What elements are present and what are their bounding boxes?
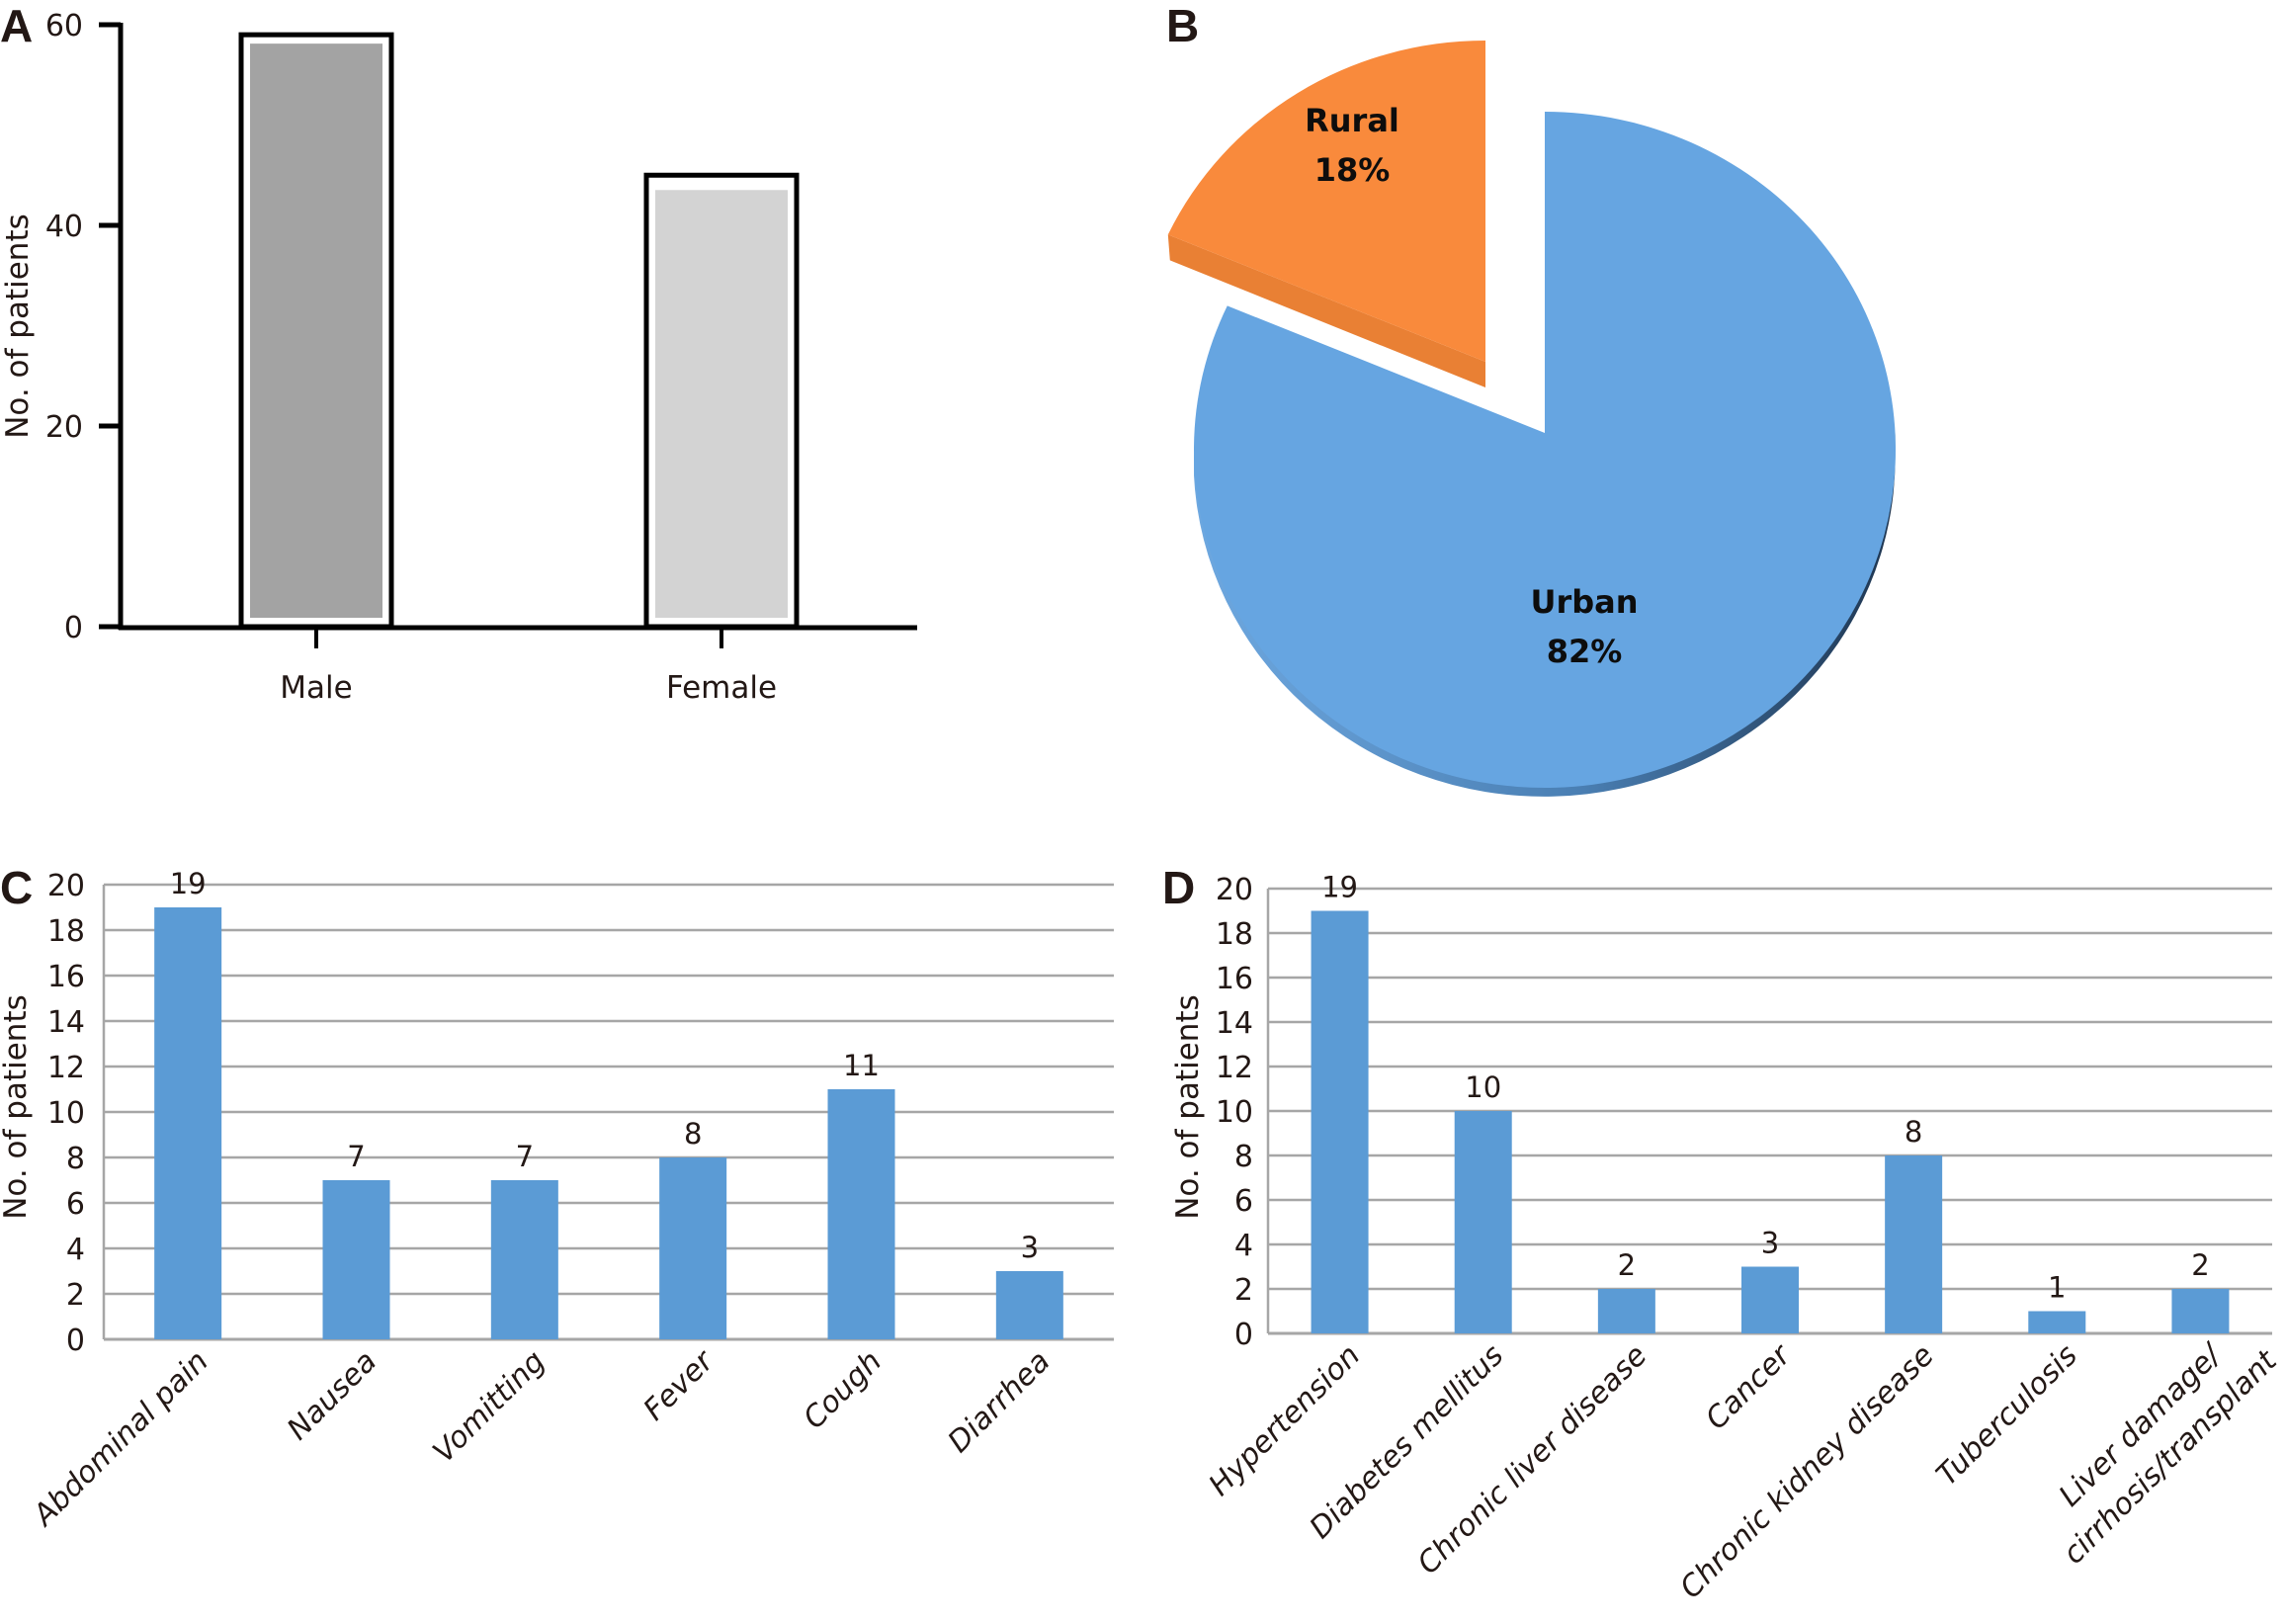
- data-label: 7: [516, 1140, 534, 1173]
- bar-fill: [250, 43, 382, 618]
- data-label: 1: [2048, 1271, 2066, 1305]
- data-label: 19: [170, 867, 207, 900]
- bar: [1311, 910, 1369, 1333]
- pie-label-urban-value: 82%: [1547, 633, 1623, 670]
- data-label: 11: [843, 1049, 880, 1082]
- x-tick-label: Female: [666, 670, 777, 706]
- pie-slice-urban: [1193, 112, 1896, 788]
- pie-label-rural-value: 18%: [1314, 151, 1391, 189]
- pie-slice-rural: [1167, 41, 1485, 362]
- x-tick-label: Chronic kidney disease: [1673, 1338, 1940, 1605]
- y-tick-label: 14: [1216, 1006, 1253, 1041]
- bar: [1885, 1155, 1943, 1333]
- panel-label-c: C: [0, 862, 33, 913]
- bar: [995, 1271, 1063, 1339]
- y-tick-label: 6: [1234, 1184, 1253, 1219]
- y-tick-label: 18: [47, 914, 85, 949]
- x-tick-label-line: Cancer: [1699, 1337, 1799, 1437]
- y-tick-label: 20: [47, 869, 85, 903]
- y-tick-label: 0: [66, 1324, 85, 1358]
- bar: [490, 1180, 558, 1339]
- bar: [322, 1180, 390, 1339]
- x-tick-label-line: Chronic kidney disease: [1673, 1338, 1940, 1605]
- x-tick-label-line: Diarrhea: [942, 1344, 1058, 1460]
- y-tick-label: 20: [45, 410, 83, 445]
- y-tick-label: 14: [47, 1005, 85, 1040]
- bar: [827, 1089, 895, 1339]
- y-tick-label: 0: [1234, 1318, 1253, 1352]
- data-label: 8: [684, 1117, 702, 1151]
- bar: [1741, 1266, 1799, 1333]
- y-tick-label: 6: [66, 1187, 85, 1222]
- x-tick-label: Tuberculosis: [1930, 1338, 2084, 1493]
- y-tick-label: 16: [47, 960, 85, 994]
- data-label: 2: [1618, 1248, 1636, 1282]
- y-tick-label: 10: [47, 1096, 85, 1131]
- bar: [659, 1157, 727, 1339]
- bar-fill: [655, 190, 788, 618]
- x-tick-label-line: Chronic liver disease: [1411, 1338, 1654, 1581]
- x-tick-label: Fever: [636, 1343, 721, 1428]
- y-tick-label: 10: [1216, 1095, 1253, 1130]
- bar: [1454, 1111, 1512, 1333]
- x-tick-label: Chronic liver disease: [1411, 1338, 1654, 1581]
- bar: [2028, 1311, 2086, 1333]
- y-tick-label: 0: [64, 611, 83, 645]
- y-tick-label: 12: [1216, 1051, 1253, 1085]
- data-label: 8: [1905, 1115, 1922, 1149]
- y-tick-label: 2: [66, 1278, 85, 1313]
- y-axis-title: No. of patients: [0, 214, 36, 439]
- data-label: 10: [1465, 1070, 1501, 1104]
- x-tick-label: Abdominal pain: [26, 1344, 215, 1534]
- data-label: 7: [347, 1140, 365, 1173]
- bar: [2171, 1289, 2230, 1333]
- y-axis-title: No. of patients: [0, 994, 34, 1220]
- x-tick-label: Vomitting: [426, 1344, 551, 1470]
- x-tick-label-line: Tuberculosis: [1930, 1338, 2084, 1493]
- y-tick-label: 8: [66, 1142, 85, 1176]
- x-tick-label-line: Hypertension: [1203, 1338, 1368, 1503]
- bar: [1597, 1289, 1655, 1333]
- x-tick-label-line: Fever: [636, 1343, 721, 1428]
- x-tick-label: Nausea: [281, 1344, 383, 1447]
- data-label: 19: [1321, 871, 1358, 904]
- x-tick-label: Cough: [797, 1344, 889, 1436]
- y-tick-label: 16: [1216, 962, 1253, 996]
- y-tick-label: 12: [47, 1051, 85, 1085]
- data-label: 2: [2191, 1248, 2209, 1282]
- pie-label-urban-name: Urban: [1530, 583, 1638, 621]
- panel-b-residence-pie: B Rural 18% Urban 82%: [1166, 0, 1896, 797]
- x-tick-label: Diarrhea: [942, 1344, 1058, 1460]
- panel-c-symptoms-chart: C No. of patients 0 2 4 6 8 10 12 14 16 18 20 19 Abd…: [0, 862, 1114, 1534]
- y-tick-label: 4: [66, 1233, 85, 1267]
- y-tick-label: 18: [1216, 917, 1253, 952]
- x-tick-label: Cancer: [1699, 1337, 1799, 1437]
- panel-label-b: B: [1166, 0, 1199, 51]
- y-tick-label: 40: [45, 210, 83, 244]
- data-label: 3: [1761, 1227, 1779, 1260]
- y-tick-label: 60: [45, 9, 83, 43]
- pie-slice-rural-side: [1167, 234, 1485, 387]
- y-axis-title: No. of patients: [1170, 994, 1206, 1220]
- x-tick-label: Hypertension: [1203, 1338, 1368, 1503]
- bar: [154, 907, 222, 1339]
- x-tick-label-line: Vomitting: [426, 1344, 551, 1470]
- data-label: 3: [1021, 1231, 1039, 1264]
- y-tick-label: 4: [1234, 1229, 1253, 1263]
- y-tick-label: 20: [1216, 873, 1253, 907]
- x-tick-label-line: Abdominal pain: [26, 1344, 215, 1534]
- x-tick-label: Male: [280, 670, 352, 706]
- y-tick-label: 2: [1234, 1273, 1253, 1308]
- y-tick-label: 8: [1234, 1140, 1253, 1174]
- panel-label-d: D: [1162, 862, 1195, 913]
- x-tick-label-line: Nausea: [281, 1344, 383, 1447]
- pie-label-rural-name: Rural: [1305, 102, 1399, 139]
- panel-a-sex-chart: A No. of patients 0 20 40 60 Male Female: [0, 0, 917, 706]
- panel-label-a: A: [0, 0, 33, 51]
- x-tick-label-line: Cough: [797, 1344, 889, 1436]
